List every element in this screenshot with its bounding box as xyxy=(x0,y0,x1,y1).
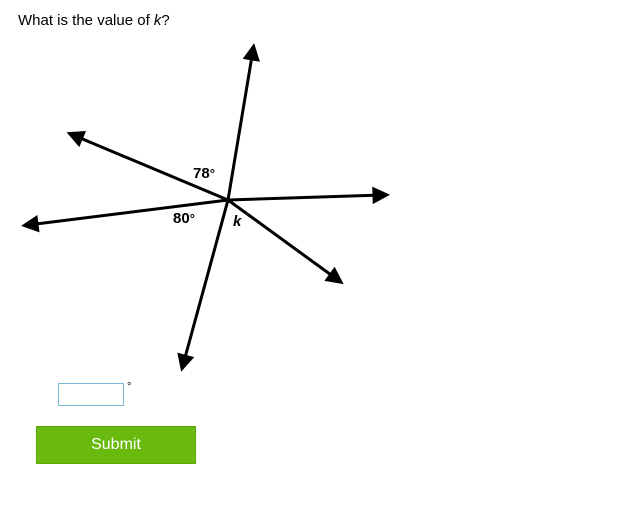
submit-button[interactable]: Submit xyxy=(36,426,196,464)
question-suffix: ? xyxy=(161,12,169,29)
diagram-line xyxy=(228,200,338,280)
diagram-svg xyxy=(18,35,438,375)
answer-input[interactable] xyxy=(58,383,124,406)
question-text: What is the value of k? xyxy=(18,12,608,29)
angle-label: 80° xyxy=(173,210,195,227)
angle-label: 78° xyxy=(193,165,215,182)
angle-label: k xyxy=(233,213,241,230)
diagram-line xyxy=(28,200,228,225)
answer-unit: ° xyxy=(127,381,131,393)
diagram-line xyxy=(228,50,253,200)
diagram-line xyxy=(228,195,383,200)
question-prefix: What is the value of xyxy=(18,12,154,29)
answer-row: ° xyxy=(58,383,608,406)
angle-diagram: 78° 80° k xyxy=(18,35,438,365)
